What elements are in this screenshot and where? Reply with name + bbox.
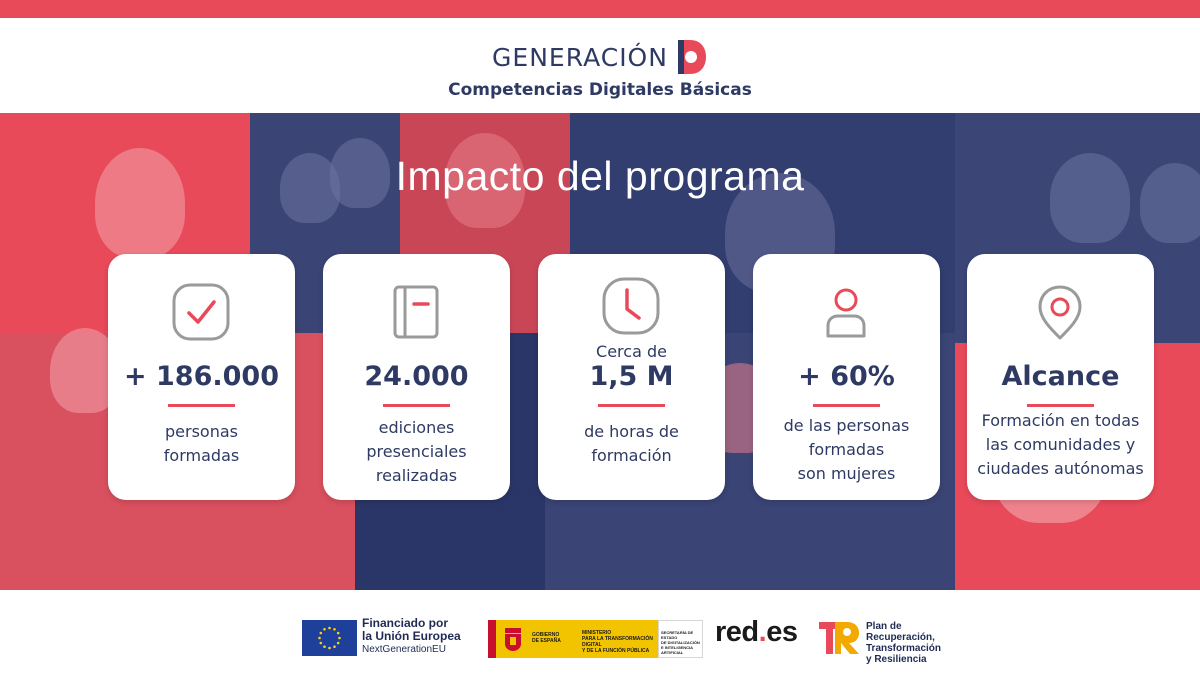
brand-logo: GENERACIÓN <box>0 38 1200 76</box>
stat-divider <box>168 404 235 407</box>
photo-person <box>95 148 185 258</box>
prtr-logo-text: Plan de Recuperación, Transformación y R… <box>866 621 942 665</box>
eu-funding-logo: Financiado por la Unión Europea NextGene… <box>362 616 461 656</box>
stat-divider <box>1027 404 1094 407</box>
stat-value: + 186.000 <box>124 361 279 392</box>
brand-name: GENERACIÓN <box>492 42 668 72</box>
clock-icon <box>601 276 661 336</box>
location-pin-icon <box>1030 282 1090 342</box>
stat-divider <box>383 404 450 407</box>
stat-value: 1,5 M <box>589 361 674 392</box>
person-icon <box>816 282 876 342</box>
hero-title: Impacto del programa <box>395 153 805 199</box>
stat-card-reach: Alcance Formación en todas las comunidad… <box>967 254 1154 500</box>
notebook-icon <box>386 282 446 342</box>
photo-person <box>1140 163 1200 243</box>
top-accent-bar <box>0 0 1200 18</box>
stat-description: ediciones presenciales realizadas <box>366 418 467 485</box>
stat-description: personas formadas <box>163 422 240 465</box>
eu-flag-icon <box>302 620 357 656</box>
footer: Financiado por la Unión Europea NextGene… <box>0 590 1200 675</box>
stat-card-women: + 60% de las personas formadas son mujer… <box>753 254 940 500</box>
stat-value: 24.000 <box>364 361 469 392</box>
hero-section: Impacto del programa + 186.000 personas … <box>0 113 1200 590</box>
stat-description: Formación en todas las comunidades y ciu… <box>977 411 1144 478</box>
stat-description: de las personas formadas son mujeres <box>783 416 910 483</box>
check-icon <box>171 282 231 342</box>
stat-value: + 60% <box>798 361 895 392</box>
stat-divider <box>813 404 880 407</box>
stat-card-editions: 24.000 ediciones presenciales realizadas <box>323 254 510 500</box>
photo-person <box>445 133 525 228</box>
stat-divider <box>598 404 665 407</box>
prtr-logo-icon <box>815 618 863 658</box>
brand-d-icon <box>674 38 708 76</box>
header: GENERACIÓN Competencias Digitales Básica… <box>0 18 1200 113</box>
redes-logo: red.es <box>715 616 798 648</box>
stat-card-trained-people: + 186.000 personas formadas <box>108 254 295 500</box>
brand-subtitle: Competencias Digitales Básicas <box>448 80 752 100</box>
coat-of-arms-icon <box>502 626 524 652</box>
stat-value: Alcance <box>1001 361 1120 392</box>
gobierno-espana-logo: GOBIERNO DE ESPAÑA MINISTERIO PARA LA TR… <box>488 620 703 658</box>
photo-person <box>330 138 390 208</box>
stat-description: de horas de formación <box>584 422 679 465</box>
stat-card-training-hours: Cerca de 1,5 M de horas de formación <box>538 254 725 500</box>
stat-prefix: Cerca de <box>596 342 667 361</box>
photo-person <box>1050 153 1130 243</box>
